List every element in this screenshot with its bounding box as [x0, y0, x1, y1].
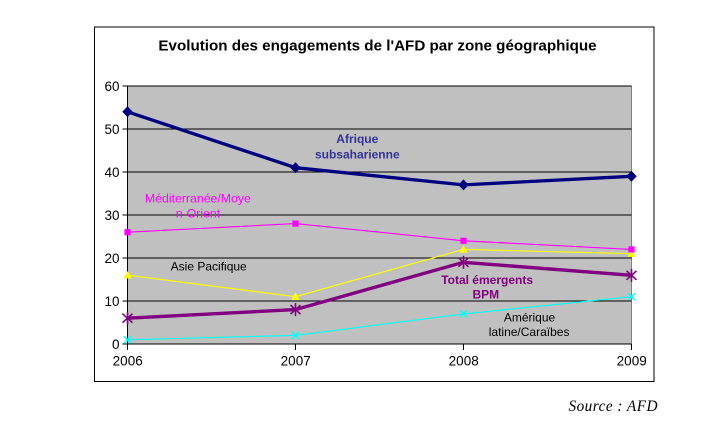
svg-text:2009: 2009	[617, 354, 647, 369]
svg-text:subsaharienne: subsaharienne	[315, 147, 400, 161]
svg-text:20: 20	[104, 251, 119, 266]
svg-text:BPM: BPM	[472, 288, 499, 302]
svg-text:2008: 2008	[449, 354, 479, 369]
svg-text:40: 40	[104, 165, 119, 180]
svg-text:Evolution des engagements de l: Evolution des engagements de l'AFD par z…	[158, 38, 596, 55]
svg-text:Source : AFD: Source : AFD	[568, 398, 658, 415]
svg-text:Afrique: Afrique	[336, 132, 378, 146]
svg-text:Amérique: Amérique	[504, 310, 556, 324]
svg-text:60: 60	[104, 79, 119, 94]
svg-text:n-Orient: n-Orient	[176, 207, 221, 221]
svg-text:2006: 2006	[113, 354, 143, 369]
svg-text:Asie Pacifique: Asie Pacifique	[171, 259, 247, 273]
svg-text:30: 30	[104, 208, 119, 223]
svg-text:0: 0	[112, 337, 120, 352]
svg-text:50: 50	[104, 122, 119, 137]
svg-text:Total émergents: Total émergents	[441, 273, 533, 287]
svg-text:2007: 2007	[281, 354, 311, 369]
svg-text:10: 10	[104, 294, 119, 309]
svg-text:latine/Caraïbes: latine/Caraïbes	[489, 325, 570, 339]
svg-text:Méditerranée/Moye: Méditerranée/Moye	[145, 191, 251, 205]
